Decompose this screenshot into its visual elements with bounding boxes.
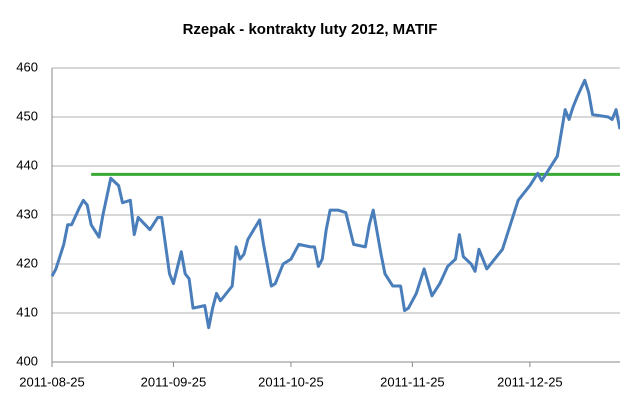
y-tick-label: 450 bbox=[16, 108, 38, 123]
y-tick-label: 430 bbox=[16, 206, 38, 221]
data-line bbox=[50, 78, 620, 330]
x-tick-label: 2011-12-25 bbox=[497, 374, 563, 389]
x-tick-label: 2011-08-25 bbox=[19, 374, 85, 389]
y-tick-label: 440 bbox=[16, 157, 38, 172]
x-tick-label: 2011-10-25 bbox=[258, 374, 324, 389]
y-tick-label: 410 bbox=[16, 304, 38, 319]
y-tick-label: 460 bbox=[16, 59, 38, 74]
y-tick-label: 400 bbox=[16, 353, 38, 368]
y-tick-label: 420 bbox=[16, 255, 38, 270]
x-tick-label: 2011-11-25 bbox=[380, 374, 445, 389]
x-tick-label: 2011-09-25 bbox=[141, 374, 207, 389]
chart-title: Rzepak - kontrakty luty 2012, MATIF bbox=[183, 21, 438, 38]
